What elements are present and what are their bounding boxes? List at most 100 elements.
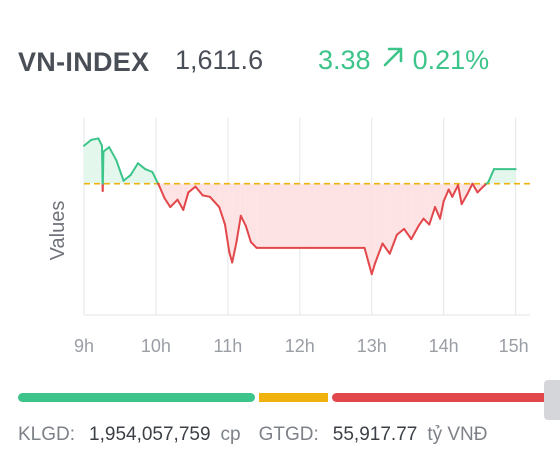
price-line-segment: [457, 184, 463, 206]
area-below-reference: [411, 183, 419, 240]
area-above-reference: [91, 138, 99, 184]
price-line-segment: [129, 162, 139, 176]
index-header: VN-INDEX: [18, 42, 149, 82]
intraday-chart: 9h 10h 11h 12h 13h 14h 15h Values: [47, 118, 530, 356]
x-tick-label: 12h: [285, 336, 315, 356]
change-percent: 0.21%: [412, 45, 490, 75]
area-below-reference: [256, 183, 307, 248]
chart-fill-areas: [84, 138, 516, 275]
price-line-segment: [363, 246, 373, 276]
area-below-reference: [382, 183, 390, 254]
value-label: GTGD:: [258, 424, 319, 445]
area-below-reference: [461, 183, 468, 205]
index-change: 3.38 0.21%: [318, 45, 489, 76]
area-below-reference: [177, 183, 184, 210]
price-line-segment: [422, 217, 431, 226]
area-below-reference: [375, 183, 383, 263]
price-line-segment: [417, 217, 425, 227]
area-below-reference: [229, 183, 233, 263]
price-line-segment: [108, 146, 118, 162]
x-tick-label: 14h: [429, 336, 459, 356]
x-tick-label: 15h: [499, 336, 529, 356]
price-line-segment: [434, 206, 442, 220]
advancing-bar: [18, 393, 256, 402]
price-line-segment: [194, 185, 204, 197]
y-axis-label: Values: [47, 201, 69, 261]
price-line-segment: [370, 261, 377, 276]
price-line-segment: [235, 214, 242, 244]
x-tick-label: 10h: [141, 336, 171, 356]
scrollbar-handle[interactable]: [544, 380, 560, 420]
volume-value: 1,954,057,759: [89, 424, 211, 445]
price-line-segment: [374, 242, 384, 264]
price-line-segment: [97, 137, 103, 147]
area-below-reference: [371, 183, 376, 275]
index-value: 1,611.6: [175, 45, 264, 75]
price-line-segment: [208, 195, 221, 209]
price-line: [83, 137, 517, 276]
price-line-segment: [388, 233, 398, 255]
area-below-reference: [240, 183, 246, 226]
area-below-reference: [202, 183, 210, 197]
area-above-reference: [130, 163, 138, 184]
price-line-segment: [447, 188, 454, 198]
price-line-segment: [395, 227, 406, 236]
area-below-reference: [429, 183, 436, 225]
volume-label: KLGD:: [18, 424, 76, 445]
area-above-reference: [502, 169, 516, 184]
price-line-segment: [476, 185, 485, 194]
change-value: 3.38: [318, 45, 371, 75]
area-below-reference: [404, 183, 412, 240]
x-tick-label: 9h: [74, 336, 94, 356]
price-line-segment: [239, 214, 247, 227]
area-below-reference: [164, 183, 171, 208]
value-unit: tỷ VNĐ: [427, 424, 488, 445]
price-line-segment: [471, 182, 479, 194]
declining-bar: [332, 393, 550, 402]
x-axis-ticks: 9h 10h 11h 12h 13h 14h 15h: [74, 336, 529, 356]
volume-unit: cp: [220, 424, 241, 445]
market-summary: KLGD: 1,954,057,759 cp GTGD: 55,917.77 t…: [18, 424, 488, 446]
area-above-reference: [84, 139, 92, 184]
price-line-segment: [244, 224, 252, 244]
area-above-reference: [103, 147, 110, 184]
price-line-segment: [115, 159, 125, 182]
area-below-reference: [418, 183, 424, 226]
value-value: 55,917.77: [332, 424, 418, 445]
area-above-reference: [494, 169, 503, 184]
price-line-segment: [460, 192, 469, 206]
price-line-segment: [169, 198, 179, 209]
area-below-reference: [236, 183, 241, 243]
price-line-segment: [403, 227, 413, 241]
price-line-segment: [83, 138, 93, 147]
price-line-segment: [428, 206, 437, 226]
area-below-reference: [224, 183, 230, 253]
price-line-segment: [442, 188, 450, 203]
price-line-segment: [451, 184, 460, 198]
index-name: VN-INDEX: [18, 46, 150, 77]
price-line-segment: [136, 162, 147, 171]
price-line-segment: [122, 173, 132, 182]
price-line-segment: [487, 168, 496, 184]
price-line-segment: [144, 168, 154, 173]
area-below-reference: [209, 183, 220, 208]
x-tick-label: 13h: [357, 336, 387, 356]
area-below-reference: [250, 183, 257, 248]
price-line-segment: [410, 224, 420, 241]
price-line-segment: [90, 137, 100, 141]
price-line-segment: [182, 191, 190, 211]
price-line-segment: [158, 185, 166, 200]
area-below-reference: [396, 183, 405, 235]
price-line-segment: [102, 146, 111, 153]
price-line-segment: [151, 170, 160, 185]
price-line-segment: [231, 241, 238, 264]
price-line-segment: [249, 241, 258, 249]
price-line-segment: [223, 223, 231, 254]
area-below-reference: [219, 183, 225, 225]
price-line-segment: [176, 198, 185, 211]
price-line-segment: [187, 185, 197, 194]
area-above-reference: [109, 147, 117, 184]
price-line-segment: [439, 200, 445, 220]
unchanged-bar: [259, 393, 328, 402]
x-tick-label: 11h: [214, 336, 243, 356]
